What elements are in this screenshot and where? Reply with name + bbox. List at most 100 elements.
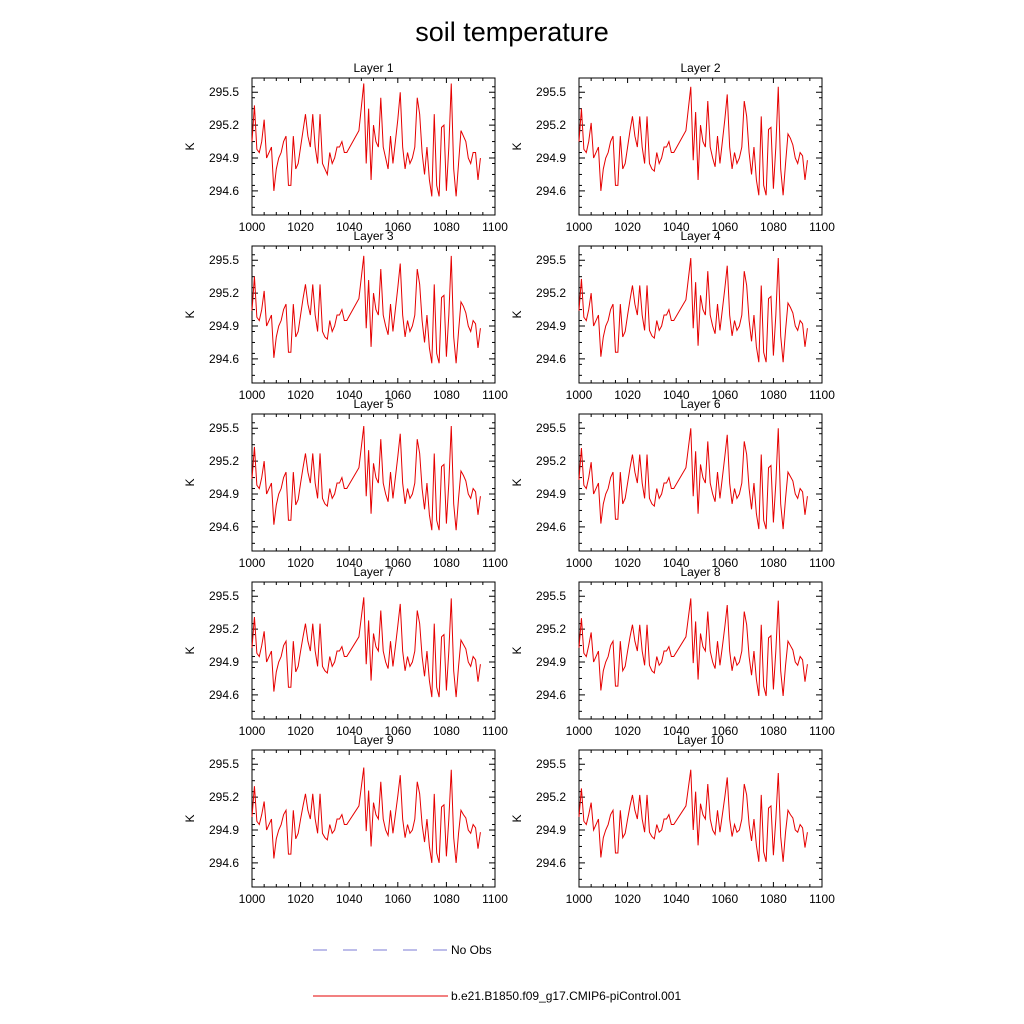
series-line-layer-7	[251, 597, 481, 698]
x-tick-label: 1040	[336, 220, 363, 234]
plot-frame	[251, 749, 496, 888]
x-tick-label: 1100	[482, 388, 508, 402]
y-tick-label: 294.6	[209, 520, 239, 534]
plot-frame	[578, 581, 823, 720]
y-tick-label: 294.6	[536, 688, 566, 702]
x-tick-label: 1020	[287, 724, 314, 738]
x-tick-label: 1060	[711, 556, 738, 570]
x-tick-label: 1020	[287, 220, 314, 234]
series-line-layer-6	[578, 428, 808, 530]
y-axis-label: K	[510, 478, 524, 486]
panel-title: Layer 7	[353, 565, 393, 579]
y-tick-label: 295.2	[536, 622, 566, 636]
y-tick-label: 295.2	[209, 622, 239, 636]
x-tick-label: 1020	[614, 724, 641, 738]
legend-label-model: b.e21.B1850.f09_g17.CMIP6-piControl.001	[451, 989, 681, 1003]
panel-layer-8: Layer 8 K 1000 1020 1040 1060 1080 1100 294.6 294…	[510, 565, 835, 738]
x-tick-label: 1000	[566, 220, 593, 234]
panel-layer-1: Layer 1 K 1000 1020 1040 1060 1080 1100 294.6 294…	[183, 61, 508, 234]
x-tick-label: 1060	[711, 724, 738, 738]
panel-grid: Layer 1 K 1000 1020 1040 1060 1080 1100 294.6 294…	[183, 61, 835, 906]
x-tick-label: 1000	[566, 892, 593, 906]
y-tick-label: 294.6	[209, 688, 239, 702]
y-tick-label: 294.6	[209, 352, 239, 366]
panel-title: Layer 3	[353, 229, 393, 243]
y-tick-label: 294.9	[536, 487, 566, 501]
x-tick-label: 1060	[384, 724, 411, 738]
y-tick-label: 295.2	[536, 790, 566, 804]
y-tick-label: 295.5	[209, 253, 239, 267]
series-line-layer-10	[578, 769, 808, 862]
plot-frame	[578, 77, 823, 216]
y-tick-label: 294.9	[536, 823, 566, 837]
x-tick-label: 1100	[809, 892, 835, 906]
panel-title: Layer 4	[680, 229, 720, 243]
panel-layer-2: Layer 2 K 1000 1020 1040 1060 1080 1100 294.6 294…	[510, 61, 835, 234]
y-tick-label: 294.9	[209, 151, 239, 165]
y-tick-label: 295.5	[536, 421, 566, 435]
y-tick-label: 295.2	[209, 790, 239, 804]
series-line-layer-1	[251, 83, 481, 197]
x-tick-label: 1080	[433, 892, 460, 906]
x-tick-label: 1000	[239, 388, 266, 402]
x-tick-label: 1020	[287, 388, 314, 402]
x-tick-label: 1000	[239, 556, 266, 570]
y-tick-label: 295.5	[536, 85, 566, 99]
x-tick-label: 1040	[663, 220, 690, 234]
x-tick-label: 1040	[336, 388, 363, 402]
legend: No Obs b.e21.B1850.f09_g17.CMIP6-piContr…	[313, 943, 681, 1003]
plot-frame	[251, 77, 496, 216]
y-tick-label: 294.9	[209, 319, 239, 333]
x-tick-label: 1020	[614, 556, 641, 570]
x-tick-label: 1040	[336, 724, 363, 738]
panel-title: Layer 6	[680, 397, 720, 411]
panel-layer-10: Layer 10 K 1000 1020 1040 1060 1080 1100 294.6 29…	[510, 733, 835, 906]
x-tick-label: 1100	[482, 892, 508, 906]
panel-title: Layer 8	[680, 565, 720, 579]
x-tick-label: 1100	[482, 724, 508, 738]
panel-layer-5: Layer 5 K 1000 1020 1040 1060 1080 1100 294.6 294…	[183, 397, 508, 570]
x-tick-label: 1020	[287, 892, 314, 906]
x-tick-label: 1080	[433, 220, 460, 234]
x-tick-label: 1100	[809, 556, 835, 570]
plot-frame	[578, 749, 823, 888]
y-axis-label: K	[510, 142, 524, 150]
y-tick-label: 294.9	[209, 823, 239, 837]
x-tick-label: 1000	[239, 892, 266, 906]
y-axis-label: K	[183, 310, 197, 318]
series-line-layer-5	[251, 426, 481, 531]
x-tick-label: 1080	[433, 556, 460, 570]
series-line-layer-9	[251, 767, 481, 864]
legend-label-no-obs: No Obs	[451, 943, 492, 957]
x-tick-label: 1100	[482, 556, 508, 570]
x-tick-label: 1040	[663, 556, 690, 570]
x-tick-label: 1080	[760, 220, 787, 234]
x-tick-label: 1080	[760, 724, 787, 738]
panel-title: Layer 2	[680, 61, 720, 75]
x-tick-label: 1060	[384, 388, 411, 402]
x-tick-label: 1000	[239, 724, 266, 738]
x-tick-label: 1100	[809, 220, 835, 234]
y-tick-label: 295.2	[536, 118, 566, 132]
x-tick-label: 1060	[711, 892, 738, 906]
y-tick-label: 295.2	[536, 286, 566, 300]
y-tick-label: 295.2	[209, 286, 239, 300]
y-axis-label: K	[510, 646, 524, 654]
y-axis-label: K	[183, 814, 197, 822]
panel-title: Layer 1	[353, 61, 393, 75]
panel-layer-3: Layer 3 K 1000 1020 1040 1060 1080 1100 294.6 294…	[183, 229, 508, 402]
plot-frame	[578, 245, 823, 384]
series-line-layer-4	[578, 258, 808, 363]
x-tick-label: 1100	[809, 724, 835, 738]
y-tick-label: 295.5	[209, 85, 239, 99]
x-tick-label: 1060	[384, 892, 411, 906]
panel-title: Layer 5	[353, 397, 393, 411]
x-tick-label: 1040	[663, 724, 690, 738]
series-line-layer-2	[578, 86, 808, 196]
y-tick-label: 294.9	[536, 151, 566, 165]
y-tick-label: 295.2	[536, 454, 566, 468]
x-tick-label: 1020	[614, 220, 641, 234]
y-tick-label: 294.9	[209, 655, 239, 669]
x-tick-label: 1080	[760, 388, 787, 402]
